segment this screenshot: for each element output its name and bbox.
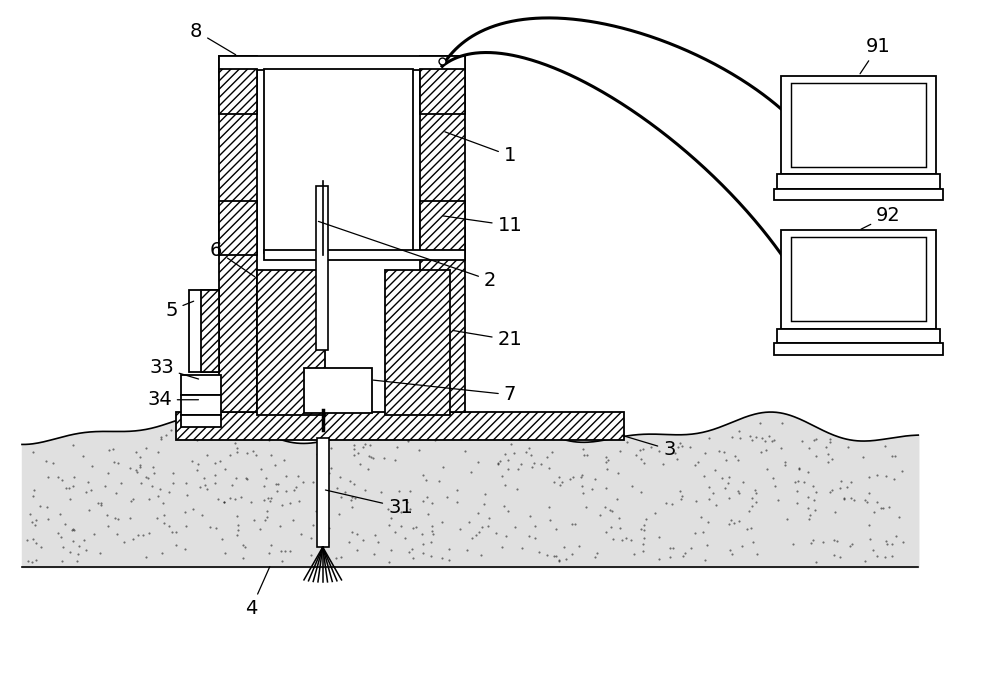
Bar [189,290,219,372]
Bar [420,56,465,412]
Text: 6: 6 [210,241,255,276]
Bar [791,237,926,321]
Bar [777,174,940,189]
Bar [257,270,325,414]
Text: 91: 91 [860,37,891,74]
Text: 92: 92 [861,206,901,229]
Text: 2: 2 [318,221,496,290]
Bar [791,82,926,167]
Bar [264,69,413,254]
Text: 1: 1 [445,132,516,165]
Bar [316,186,328,350]
Text: 11: 11 [443,216,522,235]
Bar [181,395,221,414]
Bar [181,414,221,427]
Bar [774,189,943,200]
Bar [777,329,940,343]
Text: 8: 8 [190,22,236,55]
Bar [304,368,372,412]
Bar [181,375,221,395]
Text: 4: 4 [245,566,270,619]
Text: 34: 34 [147,390,198,409]
Bar [385,270,450,414]
Text: 7: 7 [373,380,516,404]
Bar [219,56,465,70]
Text: 33: 33 [149,358,199,379]
Bar [774,343,943,355]
Text: 31: 31 [325,490,413,516]
Bar [781,231,936,329]
Bar [781,76,936,174]
Bar [420,69,465,114]
Bar [201,290,219,372]
Bar [420,201,465,256]
Text: 21: 21 [453,331,522,349]
Bar [317,437,329,547]
Bar [219,201,257,256]
Bar [219,56,257,412]
Text: 5: 5 [165,301,194,320]
Bar [176,412,624,439]
Text: 3: 3 [622,435,675,459]
Bar [219,69,257,114]
Bar [264,250,465,260]
